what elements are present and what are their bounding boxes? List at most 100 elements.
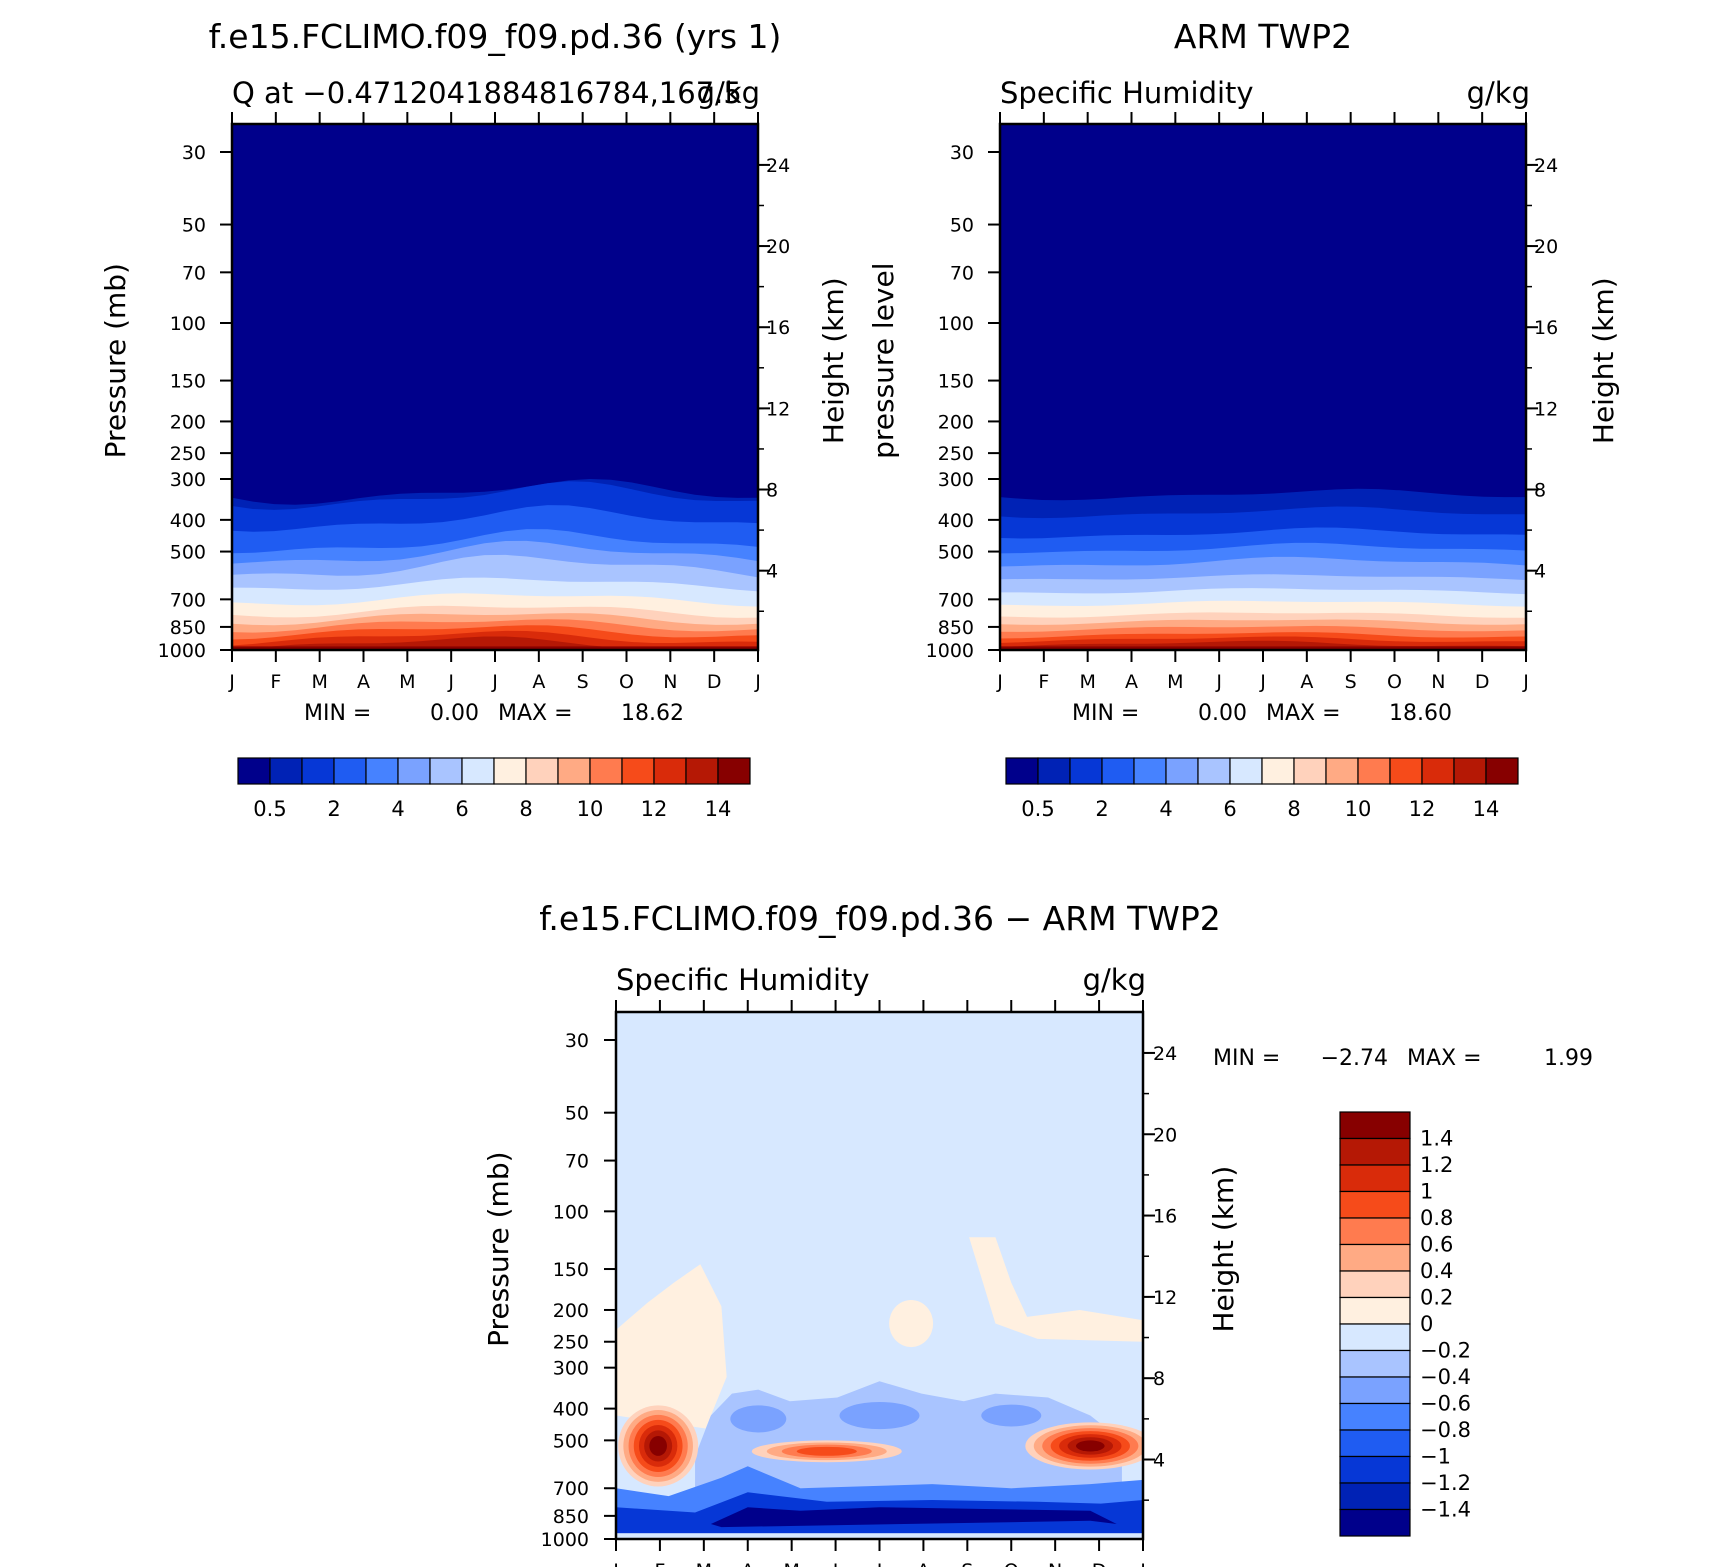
y-right-tick-label: 16 [1534,317,1558,339]
colorbar-label: 10 [1345,797,1372,821]
panel-2-field [1000,124,1526,650]
y-right-tick-label: 4 [1153,1450,1165,1472]
colorbar-swatch [1261,757,1295,785]
min-value: 0.00 [1198,701,1247,726]
x-tick-label: M [696,1560,712,1567]
y-tick-label: 50 [182,215,206,237]
y-right-tick-label: 4 [1534,561,1546,583]
colorbar-label: 2 [1095,797,1108,821]
x-tick-label: J [491,671,498,693]
x-tick-label: M [1167,671,1183,693]
colorbar-swatch [301,757,335,785]
min-label: MIN = [304,701,371,726]
y-right-tick-label: 20 [1534,236,1558,258]
y-tick-label: 300 [553,1358,589,1380]
y-tick-label: 50 [565,1103,589,1125]
max-label: MAX = [1266,701,1341,726]
field-positive-region [616,1264,727,1429]
y-tick-label: 150 [553,1259,589,1281]
x-tick-label: D [707,671,722,693]
y-tick-label: 1000 [158,640,206,662]
colorbar-swatch [1339,1429,1411,1458]
x-tick-label: D [1092,1560,1107,1567]
colorbar-label: −1.2 [1420,1471,1471,1495]
field-blob [649,1435,667,1456]
colorbar-swatch [1339,1190,1411,1219]
colorbar-swatch [461,757,495,785]
colorbar-swatch [1453,757,1487,785]
colorbar-label: 14 [705,797,732,821]
colorbar-swatch [1339,1270,1411,1299]
y-right-axis-label: Height (km) [1587,277,1620,444]
colorbar-swatch [269,757,303,785]
colorbar-swatch [1339,1243,1411,1272]
colorbar-label: 0.5 [253,797,286,821]
x-tick-label: J [754,671,761,693]
x-tick-label: M [783,1560,799,1567]
x-tick-label: S [961,1560,973,1567]
x-tick-label: N [663,671,677,693]
y-right-tick-label: 24 [1534,155,1558,177]
x-tick-label: F [270,671,281,693]
colorbar-label: 0.4 [1420,1259,1453,1283]
chart-subtitle: Q at −0.4712041884816784,167.5 [232,76,742,110]
colorbar-swatch [1339,1455,1411,1484]
colorbar-label: 10 [577,797,604,821]
colorbar-swatch [1165,757,1199,785]
x-tick-label: J [612,1560,619,1567]
y-tick-label: 1000 [541,1529,589,1551]
colorbar-label: 4 [391,797,404,821]
y-tick-label: 700 [170,589,206,611]
chart-title: ARM TWP2 [1174,17,1352,56]
x-tick-label: A [1125,671,1138,693]
y-tick-label: 150 [938,371,974,393]
y-right-tick-label: 20 [1153,1124,1177,1146]
colorbar-swatch [1325,757,1359,785]
y-axis-label: Pressure (mb) [99,263,132,458]
x-tick-label: J [1259,671,1266,693]
field-blob [796,1446,857,1456]
x-tick-label: A [357,671,370,693]
colorbar-label: 8 [519,797,532,821]
y-tick-label: 400 [938,510,974,532]
panel-2-axes: J F M A M J J A S O N D J 30 50 70 100 150 200 250 300 400 500… [867,17,1620,726]
chart-title: f.e15.FCLIMO.f09_f09.pd.36 − ARM TWP2 [539,899,1221,938]
colorbar-swatch [1357,757,1391,785]
units-label: g/kg [1467,76,1530,110]
x-tick-label: J [996,671,1003,693]
colorbar: 0.5 2 4 6 8 10 12 14 [1005,757,1519,821]
colorbar-swatch [1339,1164,1411,1193]
x-tick-label: N [1048,1560,1062,1567]
colorbar-swatch [429,757,463,785]
colorbar-label: 2 [327,797,340,821]
colorbar-swatch [397,757,431,785]
colorbar-swatch [1339,1296,1411,1325]
chart-subtitle: Specific Humidity [616,963,870,997]
x-tick-label: J [228,671,235,693]
colorbar-swatch [557,757,591,785]
y-tick-label: 400 [553,1399,589,1421]
colorbar-label: −0.2 [1420,1339,1471,1363]
chart-subtitle: Specific Humidity [1000,76,1254,110]
y-tick-label: 850 [170,617,206,639]
max-label: MAX = [1407,1046,1482,1071]
colorbar-label: 1.2 [1420,1153,1453,1177]
min-label: MIN = [1213,1046,1280,1071]
colorbar-label: 6 [1223,797,1236,821]
x-tick-label: J [832,1560,839,1567]
colorbar-swatch [1339,1376,1411,1405]
colorbar: 0.5 2 4 6 8 10 12 14 [237,757,751,821]
y-right-tick-label: 8 [1153,1368,1165,1390]
y-tick-label: 70 [182,262,206,284]
y-tick-label: 30 [565,1030,589,1052]
x-tick-label: O [1004,1560,1019,1567]
y-tick-label: 300 [170,469,206,491]
y-tick-label: 250 [553,1332,589,1354]
field-blob [981,1404,1042,1427]
colorbar-label: 0.8 [1420,1206,1453,1230]
y-right-tick-label: 8 [1534,480,1546,502]
min-value: −2.74 [1321,1046,1388,1071]
x-tick-label: J [876,1560,883,1567]
field-blob [1076,1440,1105,1452]
field-positive-region [969,1237,1143,1342]
